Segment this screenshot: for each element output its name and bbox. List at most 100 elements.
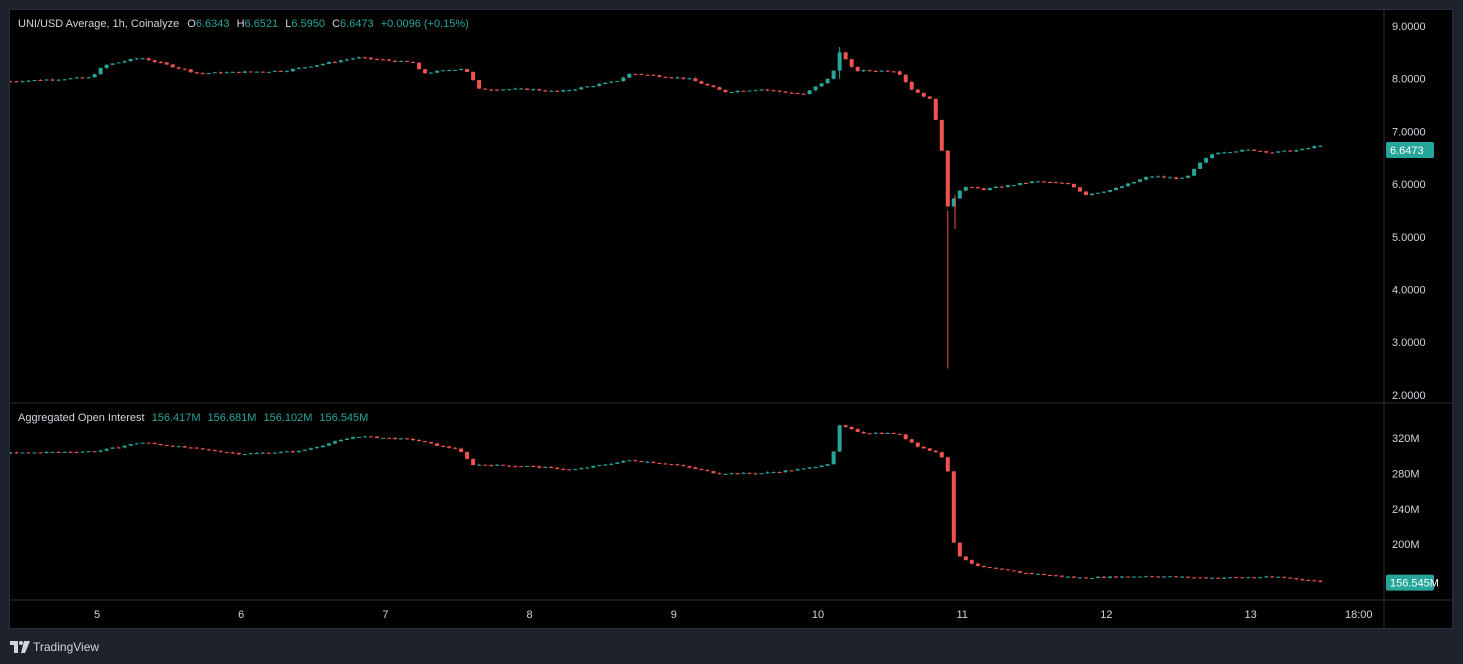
oi-candle xyxy=(819,465,824,468)
oi-candle xyxy=(399,438,404,440)
price-candle xyxy=(356,57,361,59)
price-candle xyxy=(1047,182,1052,184)
price-candle xyxy=(531,89,536,91)
oi-candle xyxy=(1180,576,1185,578)
price-candle xyxy=(1150,176,1155,178)
oi-candle xyxy=(1047,574,1052,576)
price-candle xyxy=(903,74,908,82)
price-candle xyxy=(441,70,446,72)
price-candle xyxy=(1101,191,1106,193)
price-candle xyxy=(1156,176,1161,178)
price-candle xyxy=(92,74,97,78)
oi-candle xyxy=(471,458,476,466)
price-candle xyxy=(1138,179,1143,182)
price-candle xyxy=(1186,175,1191,178)
oi-candle xyxy=(296,450,301,453)
oi-candle xyxy=(879,432,884,434)
price-candle xyxy=(687,78,692,80)
oi-open-value: 156.417M xyxy=(151,412,201,424)
oi-candle xyxy=(1288,577,1293,579)
price-candle xyxy=(1120,186,1125,188)
oi-candle xyxy=(350,437,355,439)
price-legend: UNI/USD Average, 1h, Coinalyze O6.6343 H… xyxy=(18,18,469,30)
price-candle xyxy=(1318,145,1323,147)
oi-candle xyxy=(783,470,788,473)
price-candle xyxy=(717,87,722,90)
oi-candle xyxy=(1023,572,1028,574)
oi-candle xyxy=(873,432,878,434)
chart-frame[interactable]: 9.0000 8.0000 7.0000 6.0000 5.0000 4.0000 3.00… xyxy=(9,9,1453,629)
price-candle xyxy=(248,71,253,73)
price-candle xyxy=(182,68,187,70)
price-candle xyxy=(573,89,578,91)
oi-candle xyxy=(411,438,416,441)
price-candle xyxy=(1228,152,1233,154)
oi-candle xyxy=(561,469,566,471)
oi-candle xyxy=(1126,576,1131,578)
price-candle xyxy=(819,83,824,87)
oi-last-value-label: 156.545M xyxy=(1390,578,1439,590)
oi-candle xyxy=(128,444,133,446)
price-candle xyxy=(549,90,554,92)
chart-canvas[interactable]: 9.0000 8.0000 7.0000 6.0000 5.0000 4.0000 3.00… xyxy=(10,10,1452,628)
oi-candle xyxy=(597,465,602,467)
oi-candle xyxy=(1216,577,1221,579)
oi-candle xyxy=(10,452,13,454)
oi-candle xyxy=(62,451,67,453)
oi-candle xyxy=(338,439,343,442)
oi-candle xyxy=(405,438,410,440)
oi-candle xyxy=(939,452,944,458)
price-candle xyxy=(44,79,49,81)
price-candle xyxy=(1011,185,1016,187)
tradingview-brand[interactable]: TradingView xyxy=(33,640,100,654)
price-candle xyxy=(1240,149,1245,152)
oi-candle xyxy=(110,447,115,449)
price-candle xyxy=(1077,187,1082,192)
oi-candle xyxy=(519,466,524,468)
price-candle xyxy=(1288,150,1293,152)
price-candle xyxy=(1144,177,1149,180)
oi-candle xyxy=(344,438,349,440)
price-candle xyxy=(705,83,710,86)
price-candle xyxy=(645,74,650,76)
oi-candle xyxy=(152,443,157,445)
price-candle xyxy=(50,79,55,81)
price-candle xyxy=(140,58,145,60)
high-value: 6.6521 xyxy=(244,18,279,30)
price-candle xyxy=(1023,183,1028,185)
oi-candle xyxy=(1258,577,1263,579)
oi-candle xyxy=(74,452,79,454)
open-value: 6.6343 xyxy=(195,18,230,30)
oi-candle xyxy=(1168,576,1173,578)
tradingview-logo-icon[interactable] xyxy=(10,641,30,653)
oi-candle xyxy=(843,425,848,428)
oi-candle xyxy=(1065,576,1070,578)
oi-last-value-label-box xyxy=(1386,574,1434,591)
oi-candle xyxy=(1029,572,1034,574)
oi-candle xyxy=(795,469,800,471)
oi-candle xyxy=(465,452,470,459)
oi-candle xyxy=(909,439,914,443)
price-candle xyxy=(1108,190,1113,192)
price-candle xyxy=(1059,182,1064,184)
oi-candle xyxy=(741,472,746,474)
oi-candle xyxy=(603,464,608,466)
oi-candle xyxy=(453,447,458,449)
price-candle xyxy=(513,88,518,90)
oi-candle xyxy=(963,556,968,561)
price-candle xyxy=(957,190,962,199)
price-candle xyxy=(915,89,920,93)
price-candle xyxy=(723,89,728,93)
oi-candle xyxy=(146,442,151,444)
oi-candle xyxy=(885,432,890,434)
price-candle xyxy=(1192,168,1197,176)
oi-candle xyxy=(1035,573,1040,575)
oi-candle xyxy=(1252,577,1257,579)
oi-candle xyxy=(1005,569,1010,571)
price-candle xyxy=(1204,158,1209,163)
price-candle xyxy=(116,62,121,64)
oi-candle xyxy=(206,449,211,451)
price-candle xyxy=(1222,152,1227,154)
time-axis-tick-label: 10 xyxy=(812,609,824,621)
oi-candle xyxy=(609,463,614,465)
